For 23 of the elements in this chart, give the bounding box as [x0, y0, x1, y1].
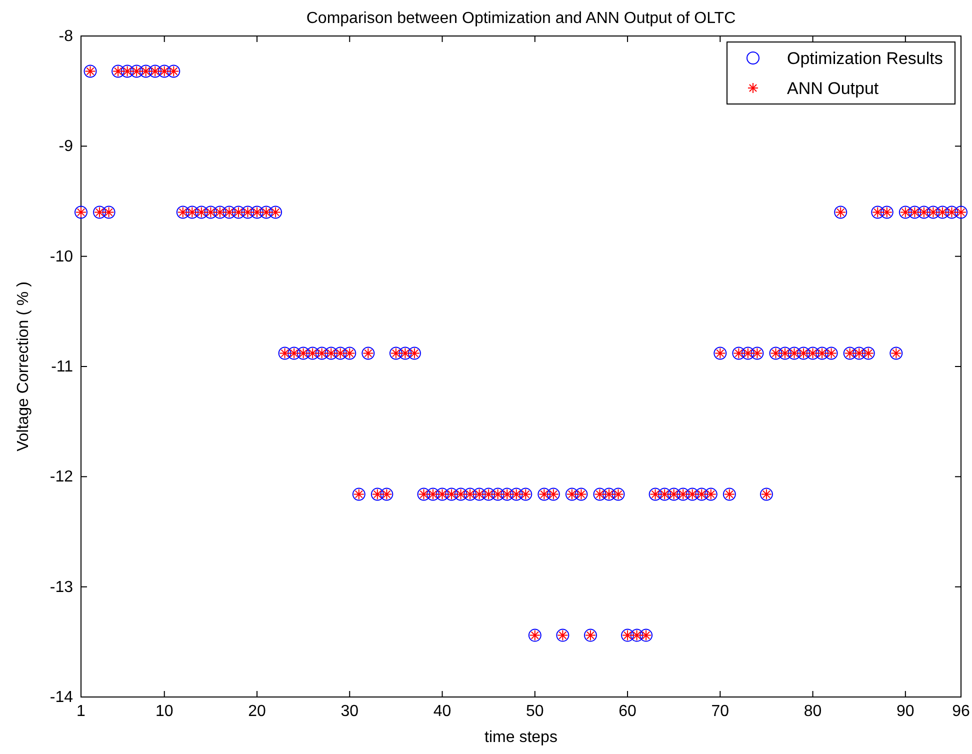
x-tick-label: 60 [618, 703, 637, 720]
x-tick-label: 30 [340, 703, 359, 720]
y-tick-label: -12 [50, 468, 74, 486]
x-tick-label: 90 [896, 703, 914, 720]
y-tick-label: -13 [50, 578, 74, 596]
x-tick-label: 50 [526, 703, 544, 720]
x-tick-label: 70 [711, 703, 730, 720]
legend-label: Optimization Results [787, 49, 943, 68]
x-tick-label: 80 [804, 703, 822, 720]
x-axis-title: time steps [484, 729, 558, 746]
y-tick-label: -10 [50, 248, 74, 266]
legend-label: ANN Output [787, 79, 879, 98]
x-tick-label: 1 [76, 703, 86, 720]
y-tick-label: -8 [58, 28, 74, 45]
chart-title: Comparison between Optimization and ANN Output of OLTC [306, 10, 736, 27]
y-tick-label: -11 [51, 358, 74, 376]
x-tick-label: 96 [952, 703, 970, 720]
x-tick-label: 20 [248, 703, 266, 720]
x-tick-label: 40 [433, 703, 452, 720]
y-tick-label: -9 [58, 138, 74, 156]
x-tick-label: 10 [155, 703, 174, 720]
y-axis-title: Voltage Correction ( % ) [15, 282, 32, 452]
y-tick-label: -14 [50, 689, 74, 706]
